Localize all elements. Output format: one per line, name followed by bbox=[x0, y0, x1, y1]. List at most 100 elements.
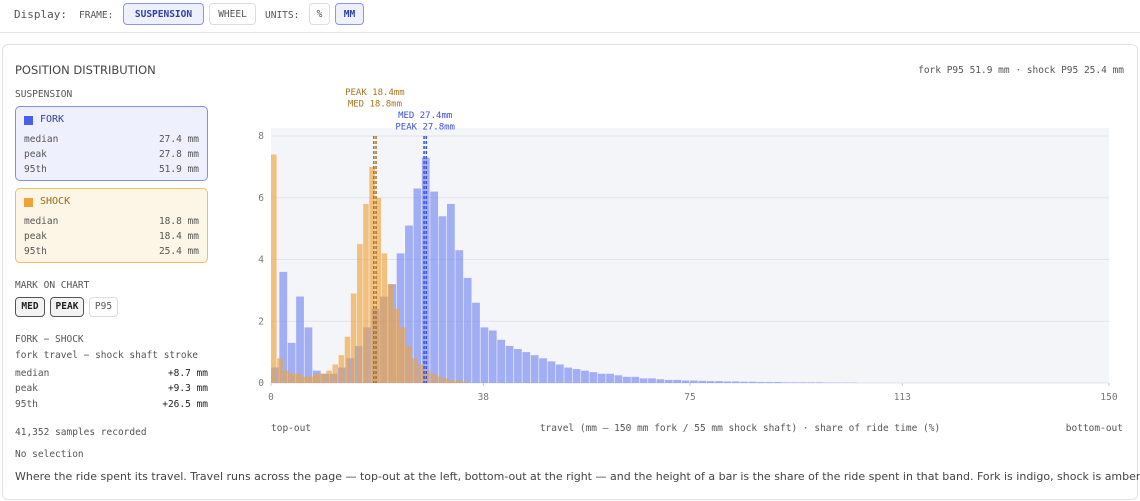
frame-button[interactable]: WHEEL bbox=[209, 3, 256, 25]
stat-value: 27.8 mm bbox=[158, 149, 199, 160]
histogram-bar bbox=[664, 379, 673, 383]
histogram-bar bbox=[289, 373, 295, 383]
histogram-bar bbox=[547, 361, 556, 383]
histogram-bar bbox=[320, 373, 326, 383]
y-tick-label: 8 bbox=[258, 131, 264, 142]
fork-card[interactable]: FORK median 27.4 mm peak 27.8 mm 95th 51.9 … bbox=[15, 106, 208, 181]
histogram-bar bbox=[480, 327, 489, 383]
y-tick-label: 0 bbox=[258, 378, 264, 389]
histogram-bar bbox=[731, 381, 740, 383]
stat-row: median 18.8 mm bbox=[24, 216, 199, 227]
marker-label: PEAK 27.8mm bbox=[395, 123, 455, 133]
marker-label: PEAK 18.4mm bbox=[345, 88, 405, 98]
y-tick-label: 4 bbox=[258, 255, 264, 266]
mark-label: MARK ON CHART bbox=[15, 280, 90, 291]
stat-label: median bbox=[24, 134, 59, 145]
histogram-bar bbox=[639, 378, 648, 383]
histogram-bar bbox=[406, 345, 412, 383]
histogram-bar bbox=[279, 271, 288, 383]
histogram-bar bbox=[539, 358, 547, 383]
histogram-bar bbox=[706, 381, 715, 383]
shock-card[interactable]: SHOCK median 18.8 mm peak 18.4 mm 95th 25.4… bbox=[15, 188, 208, 263]
histogram-bar bbox=[413, 188, 422, 383]
panel-title: POSITION DISTRIBUTION bbox=[15, 63, 156, 77]
stat-value: 27.4 mm bbox=[158, 134, 199, 145]
histogram-bar bbox=[424, 370, 431, 383]
histogram-bar bbox=[436, 376, 443, 383]
frame-button[interactable]: SUSPENSION bbox=[123, 3, 204, 25]
unit-button[interactable]: % bbox=[309, 3, 330, 25]
histogram-bar bbox=[405, 225, 413, 383]
histogram-bar bbox=[555, 364, 564, 383]
chart: 0 2 4 6 8 0 38 75 113 150 PEAK 18.4mm MED 18.8mmMED… bbox=[258, 88, 1123, 434]
stat-value: 18.8 mm bbox=[158, 216, 199, 227]
histogram-bar bbox=[807, 382, 816, 383]
histogram-bar bbox=[400, 327, 406, 383]
histogram-bar bbox=[449, 379, 455, 383]
histogram-bar bbox=[387, 284, 394, 383]
histogram-bar bbox=[514, 349, 522, 383]
mark-button[interactable]: PEAK bbox=[50, 297, 84, 317]
caption: Where the ride spent its travel. Travel … bbox=[15, 470, 1140, 483]
stat-label: 95th bbox=[24, 246, 47, 257]
histogram-bar bbox=[522, 352, 531, 383]
marker-label: MED 18.8mm bbox=[348, 100, 402, 110]
histogram-bar bbox=[773, 382, 782, 383]
frame-label: FRAME: bbox=[79, 10, 114, 21]
histogram-bar bbox=[455, 250, 464, 383]
histogram-bar bbox=[344, 336, 351, 383]
histogram-bar bbox=[271, 154, 277, 383]
units-label: UNITS: bbox=[265, 10, 300, 21]
stat-value: 51.9 mm bbox=[158, 164, 199, 175]
histogram-bar bbox=[307, 376, 314, 383]
stat-value: 18.4 mm bbox=[158, 231, 199, 242]
histogram-bar bbox=[375, 197, 382, 383]
diff-value: +9.3 mm bbox=[167, 383, 208, 394]
histogram-bar bbox=[277, 358, 283, 383]
histogram-bar bbox=[338, 355, 345, 383]
unit-button[interactable]: MM bbox=[335, 3, 364, 25]
x-tick-label: 0 bbox=[268, 392, 274, 403]
swatch bbox=[24, 116, 33, 125]
histogram-bar bbox=[581, 370, 589, 383]
histogram-bar bbox=[314, 373, 320, 383]
histogram-bar bbox=[488, 330, 497, 383]
histogram-bar bbox=[648, 378, 656, 383]
histogram-bar bbox=[673, 379, 682, 383]
histogram-bar bbox=[455, 380, 461, 383]
histogram-bar bbox=[461, 381, 468, 383]
histogram-bar bbox=[446, 203, 455, 383]
diff-value: +8.7 mm bbox=[167, 368, 208, 379]
histogram-bar bbox=[622, 376, 631, 383]
diff-subtitle: fork travel − shock shaft stroke bbox=[15, 350, 199, 361]
histogram-bar bbox=[782, 382, 790, 383]
histogram-bar bbox=[690, 380, 698, 383]
histogram-bar bbox=[412, 358, 418, 383]
histogram-bar bbox=[614, 375, 623, 383]
card-title: FORK bbox=[40, 114, 65, 125]
histogram-bar bbox=[656, 379, 665, 383]
diff-label: 95th bbox=[15, 399, 38, 410]
mark-button[interactable]: MED bbox=[15, 297, 45, 317]
stat-row: median 27.4 mm bbox=[24, 134, 199, 145]
histogram-bar bbox=[393, 308, 400, 383]
stat-value: 25.4 mm bbox=[158, 246, 199, 257]
mark-button[interactable]: P95 bbox=[89, 297, 118, 317]
histogram-bar bbox=[287, 342, 296, 383]
histogram-bar bbox=[757, 382, 765, 383]
diff-row: peak +9.3 mm bbox=[15, 383, 208, 394]
histogram-bar bbox=[304, 327, 313, 383]
histogram-bar bbox=[681, 380, 690, 383]
x-tick-label: 38 bbox=[478, 392, 490, 403]
histogram-bar bbox=[564, 367, 573, 383]
divider bbox=[0, 32, 1140, 33]
diff-row: median +8.7 mm bbox=[15, 368, 208, 379]
diff-row: 95th +26.5 mm bbox=[15, 399, 208, 410]
panel-summary: fork P95 51.9 mm · shock P95 25.4 mm bbox=[918, 65, 1124, 76]
histogram-bar bbox=[798, 382, 807, 383]
histogram-bar bbox=[765, 382, 774, 383]
histogram-bar bbox=[497, 339, 506, 383]
histogram-bar bbox=[357, 244, 363, 383]
histogram-bar bbox=[723, 381, 732, 383]
histogram-bar bbox=[472, 302, 480, 383]
